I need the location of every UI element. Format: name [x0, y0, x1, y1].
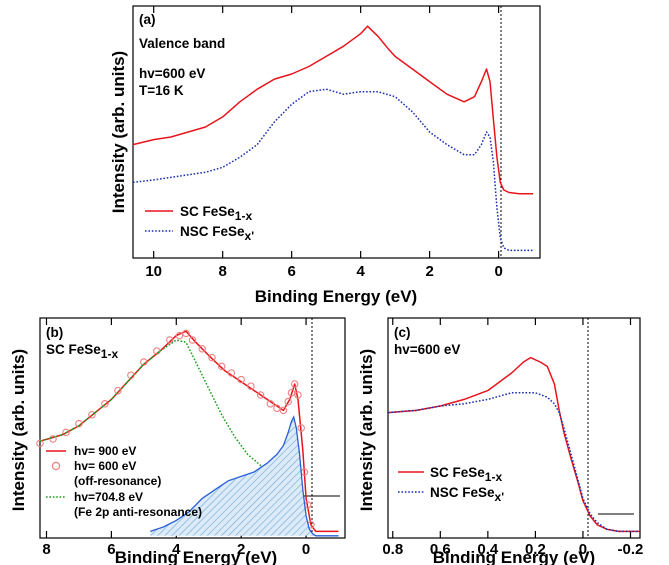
series-1-1-point	[266, 400, 275, 408]
panel-c-xlabel: Binding Energy (eV)	[433, 548, 595, 565]
panel-a-label: (a)	[139, 12, 156, 27]
series-1-1-point	[297, 424, 305, 432]
panel-b-legend-600-note: (off-resonance)	[74, 474, 161, 488]
panel-a: 10 8 6 4 2 0 (a) Valence band hv=600 eV T=16 …	[109, 5, 541, 306]
panel-b: 8 6 4 2 0 (b) SC FeSe1-x hv= 900 eV hv= 600 …	[9, 317, 346, 565]
x-tick-label: 6	[107, 541, 115, 558]
panel-b-series	[36, 329, 339, 537]
series-1-1-point	[237, 375, 245, 384]
series-1-1-point	[279, 406, 288, 415]
panel-a-legend-nsc: NSC FeSex'	[180, 224, 254, 243]
panel-c-label: (c)	[394, 325, 411, 340]
series-1-1-point	[140, 358, 148, 366]
panel-b-legend-swatch-600	[51, 461, 61, 471]
x-tick-label: 8	[42, 541, 50, 558]
panel-c-legend-nsc: NSC FeSex'	[430, 485, 504, 504]
x-tick-label: 0.6	[430, 541, 451, 558]
panel-b-annot: SC FeSe1-x	[46, 342, 118, 361]
x-tick-label: 2	[237, 541, 245, 558]
panel-b-ylabel: Intensity (arb. units)	[9, 349, 28, 511]
series-0-0-line	[132, 25, 534, 195]
panel-c-ticks: 0.8 0.6 0.4 0.2 0 -0.2	[382, 318, 643, 558]
series-2-1-line	[387, 392, 640, 533]
series-1-1-point	[208, 353, 216, 362]
panel-c-annot: hv=600 eV	[394, 342, 460, 357]
series-1-1-point	[294, 391, 302, 399]
x-tick-label: 0.2	[525, 541, 546, 558]
series-1-1-point	[182, 329, 190, 338]
series-1-1-point	[188, 336, 197, 344]
panel-c: 0.8 0.6 0.4 0.2 0 -0.2 (c) hv=600 eV SC FeSe1…	[357, 317, 643, 565]
panel-b-xlabel: Binding Energy (eV)	[115, 548, 277, 565]
x-tick-label: 0.4	[477, 541, 499, 558]
panel-a-ticks: 10 8 6 4 2 0	[145, 6, 503, 280]
panel-c-ylabel: Intensity (arb. units)	[357, 349, 376, 511]
panel-c-series	[387, 356, 640, 533]
series-1-1-point	[49, 435, 57, 443]
series-1-1-point	[101, 400, 109, 408]
series-1-1-point	[36, 439, 44, 448]
x-tick-label: 8	[219, 263, 227, 280]
series-1-1-point	[75, 419, 83, 428]
series-1-1-point	[273, 404, 281, 412]
series-1-1-point	[256, 391, 265, 399]
series-1-1-point	[290, 380, 299, 388]
panel-b-legend-900: hv= 900 eV	[74, 444, 136, 458]
series-1-1-point	[62, 428, 70, 437]
series-1-3-area	[150, 417, 339, 536]
panel-a-frame	[132, 5, 541, 259]
x-tick-label: 4	[172, 541, 181, 558]
x-tick-label: 2	[425, 263, 433, 280]
panel-a-annot-3: T=16 K	[139, 83, 184, 98]
panel-c-legend-sc: SC FeSe1-x	[430, 465, 502, 484]
panel-a-annot-2: hv=600 eV	[139, 66, 205, 81]
series-2-0-line	[387, 356, 640, 533]
series-1-1-point	[284, 397, 292, 406]
series-1-1-point	[217, 362, 226, 371]
x-tick-label: 6	[287, 263, 295, 280]
panel-a-series	[132, 25, 534, 252]
x-tick-label: -0.2	[618, 541, 644, 558]
x-tick-label: 0	[579, 541, 587, 558]
panel-b-frame	[39, 317, 346, 539]
panel-c-legend: SC FeSe1-x NSC FeSex'	[398, 465, 504, 504]
series-1-1-point	[175, 331, 184, 340]
series-1-1-point	[166, 336, 174, 344]
panel-c-frame	[387, 317, 641, 539]
x-tick-label: 4	[356, 263, 365, 280]
series-1-1-point	[153, 347, 161, 355]
panel-b-label: (b)	[46, 325, 63, 340]
panel-a-ylabel: Intensity (arb. units)	[109, 51, 128, 213]
panel-a-legend-sc: SC FeSe1-x	[180, 204, 252, 223]
panel-a-annot-1: Valence band	[139, 36, 225, 51]
panel-b-legend-704-note: (Fe 2p anti-resonance)	[74, 505, 202, 519]
series-1-1-point	[287, 389, 296, 397]
panel-a-legend: SC FeSe1-x NSC FeSex'	[145, 204, 254, 243]
x-tick-label: 0.8	[382, 541, 403, 558]
series-1-1-point	[114, 386, 122, 395]
x-tick-label: 0	[302, 541, 310, 558]
panel-a-xlabel: Binding Energy (eV)	[255, 287, 417, 306]
x-tick-label: 10	[145, 263, 162, 280]
panel-b-legend: hv= 900 eV hv= 600 eV (off-resonance) hv…	[46, 444, 202, 519]
panel-b-legend-600: hv= 600 eV	[74, 459, 136, 473]
series-1-1-point	[227, 369, 236, 377]
series-1-1-point	[198, 345, 206, 353]
series-1-3-line	[150, 415, 339, 537]
panel-b-legend-704: hv=704.8 eV	[74, 490, 143, 504]
x-tick-label: 0	[494, 263, 502, 280]
series-1-1-point	[247, 382, 255, 390]
series-1-1-point	[88, 411, 96, 419]
